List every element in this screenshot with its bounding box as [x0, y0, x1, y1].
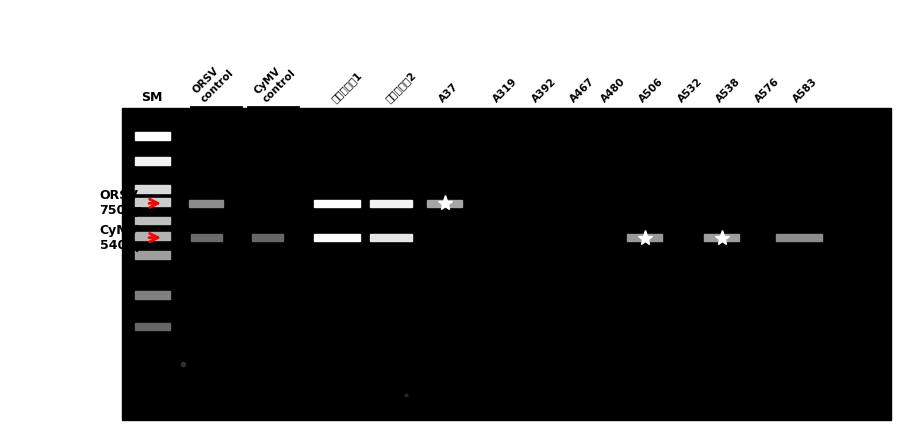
Text: A319: A319: [491, 76, 519, 104]
Bar: [627, 234, 662, 241]
Bar: [370, 234, 412, 241]
Bar: [252, 234, 284, 241]
Bar: [135, 216, 169, 224]
Text: 감염대조군1: 감염대조군1: [330, 70, 365, 104]
Text: A480: A480: [599, 76, 627, 104]
Text: CyMV
540bp: CyMV 540bp: [100, 223, 143, 252]
Bar: [135, 132, 169, 140]
Bar: [191, 234, 221, 241]
Bar: [370, 200, 412, 207]
Text: CyMV
control: CyMV control: [252, 59, 297, 104]
Bar: [122, 108, 891, 420]
Text: SM: SM: [141, 91, 163, 104]
Text: A506: A506: [638, 76, 666, 104]
Bar: [314, 200, 360, 207]
Text: A467: A467: [569, 76, 597, 104]
Bar: [776, 234, 822, 241]
Text: ORSV
750bp: ORSV 750bp: [100, 189, 143, 217]
Bar: [189, 200, 223, 207]
Text: A538: A538: [715, 76, 742, 104]
Text: 감염대조군2: 감염대조군2: [383, 70, 418, 104]
Bar: [135, 251, 169, 259]
Bar: [428, 200, 462, 207]
Text: A576: A576: [753, 76, 781, 104]
Text: ORSV
control: ORSV control: [191, 59, 236, 104]
Bar: [135, 185, 169, 193]
Bar: [135, 157, 169, 165]
Bar: [135, 198, 169, 206]
Bar: [314, 234, 360, 241]
Bar: [135, 291, 169, 299]
Bar: [135, 323, 169, 330]
Text: A37: A37: [437, 81, 461, 104]
Text: A583: A583: [792, 76, 820, 104]
Bar: [705, 234, 739, 241]
Bar: [135, 232, 169, 240]
Text: A392: A392: [530, 76, 558, 104]
Text: A532: A532: [676, 76, 705, 104]
